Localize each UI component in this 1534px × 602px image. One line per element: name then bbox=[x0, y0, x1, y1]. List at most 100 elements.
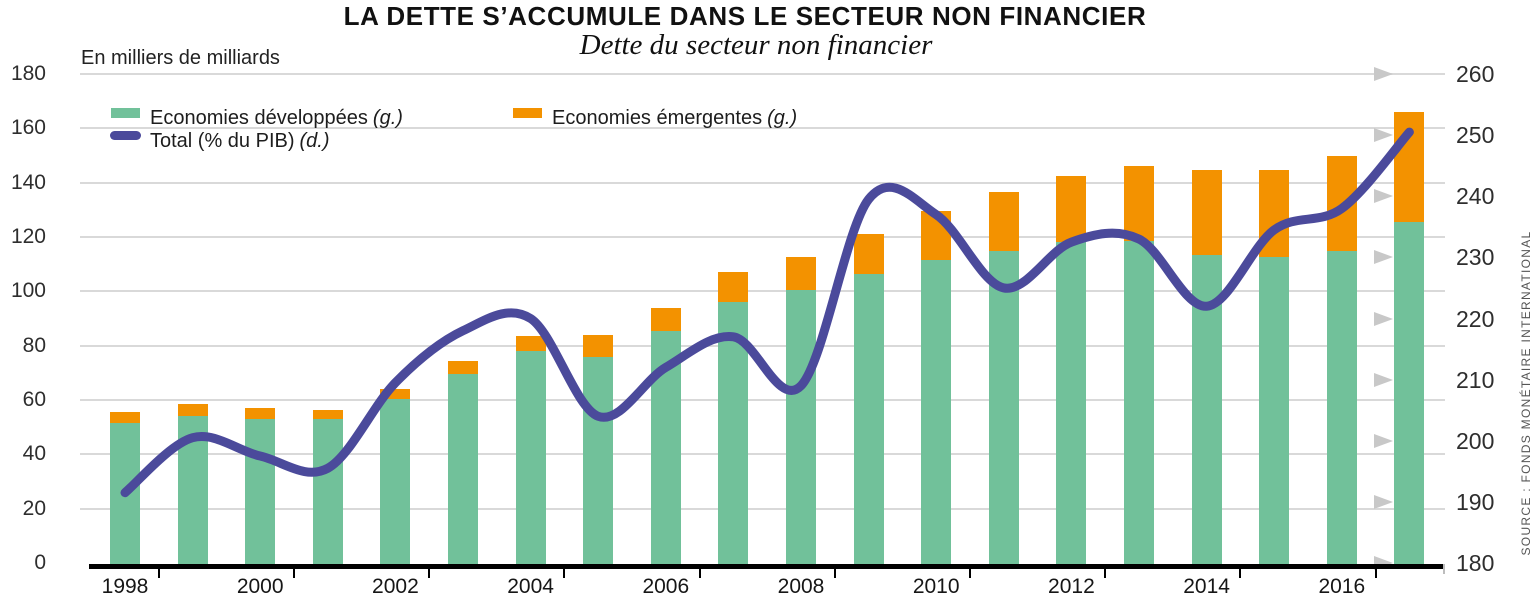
right-axis-tick-220: 220 bbox=[1456, 305, 1495, 332]
gridline-arrow-icon-220 bbox=[1374, 311, 1393, 326]
bar-2009-emerging bbox=[853, 234, 884, 274]
x-axis-line bbox=[89, 564, 1444, 569]
bar-2013-emerging bbox=[1124, 166, 1154, 242]
legend-label-total: Total (% du PIB) bbox=[150, 130, 295, 152]
x-axis-label-2002: 2002 bbox=[372, 575, 419, 598]
gridline-60 bbox=[80, 399, 1445, 401]
x-axis-label-2014: 2014 bbox=[1183, 575, 1230, 598]
x-axis-tick bbox=[428, 569, 431, 578]
bar-2007-emerging bbox=[718, 272, 749, 303]
left-axis-tick-0: 0 bbox=[34, 551, 46, 574]
gridline-140 bbox=[80, 181, 1445, 184]
x-axis-tick bbox=[969, 569, 971, 578]
x-axis-tick bbox=[1239, 569, 1242, 578]
x-axis-tick bbox=[293, 569, 295, 578]
x-axis-end-tick bbox=[1443, 564, 1445, 574]
bar-2001-emerging bbox=[312, 409, 343, 419]
x-axis-label-2000: 2000 bbox=[236, 575, 284, 598]
gridline-40 bbox=[80, 453, 1445, 456]
x-axis-label-2008: 2008 bbox=[777, 575, 825, 598]
bar-2015-emerging bbox=[1259, 170, 1290, 258]
source-note: SOURCE : FONDS MONÉTAIRE INTERNATIONAL bbox=[1519, 230, 1533, 556]
left-axis-tick-20: 20 bbox=[22, 496, 46, 520]
left-axis-tick-100: 100 bbox=[10, 279, 46, 303]
right-axis-tick-240: 240 bbox=[1456, 183, 1495, 210]
total-line-swatch-icon bbox=[110, 131, 141, 140]
right-axis-tick-190: 190 bbox=[1456, 488, 1495, 515]
bar-2003-emerging bbox=[448, 360, 478, 375]
bar-2000-emerging bbox=[245, 408, 276, 419]
left-axis-tick-180: 180 bbox=[10, 62, 46, 85]
bar-2003-developed bbox=[448, 374, 478, 564]
chart-subtitle: Dette du secteur non financier bbox=[579, 29, 933, 61]
chart-title: LA DETTE S’ACCUMULE DANS LE SECTEUR NON … bbox=[343, 1, 1147, 31]
right-axis-tick-250: 250 bbox=[1456, 122, 1495, 149]
bar-2016-developed bbox=[1326, 250, 1357, 564]
x-axis-label-2012: 2012 bbox=[1048, 575, 1095, 598]
bar-2017-developed bbox=[1394, 222, 1425, 564]
right-axis-tick-260: 260 bbox=[1456, 61, 1495, 87]
left-axis-tick-120: 120 bbox=[10, 225, 46, 248]
bar-1998-emerging bbox=[110, 412, 140, 424]
x-axis-label-2010: 2010 bbox=[912, 575, 960, 598]
bar-2004-emerging bbox=[515, 336, 546, 352]
bar-2012-emerging bbox=[1056, 175, 1087, 243]
gridline-80 bbox=[80, 344, 1445, 347]
right-axis-tick-200: 200 bbox=[1456, 427, 1495, 454]
gridline-arrow-icon-260 bbox=[1374, 67, 1393, 81]
right-axis-tick-210: 210 bbox=[1456, 366, 1495, 393]
bar-2004-developed bbox=[515, 351, 546, 564]
bar-2000-developed bbox=[245, 419, 276, 564]
gridline-arrow-icon-190 bbox=[1374, 494, 1393, 509]
gridline-arrow-icon-250 bbox=[1374, 128, 1393, 143]
bar-2005-developed bbox=[583, 356, 614, 564]
gridline-180 bbox=[80, 73, 1445, 75]
x-axis-tick bbox=[1374, 569, 1377, 578]
gridline-arrow-icon-230 bbox=[1374, 250, 1393, 265]
left-axis-tick-40: 40 bbox=[22, 442, 46, 466]
bar-2001-developed bbox=[312, 419, 343, 564]
gridline-120 bbox=[80, 236, 1445, 238]
legend-qualifier-total: (d.) bbox=[299, 130, 330, 152]
x-axis-tick bbox=[833, 569, 836, 578]
gridline-arrow-icon-240 bbox=[1374, 189, 1393, 204]
bar-1999-developed bbox=[177, 416, 208, 564]
gridline-20 bbox=[80, 507, 1445, 510]
bar-2010-developed bbox=[921, 260, 952, 564]
x-axis-label-2004: 2004 bbox=[507, 575, 554, 598]
bar-2008-emerging bbox=[786, 257, 816, 290]
x-axis-tick bbox=[1104, 569, 1107, 578]
bar-2014-developed bbox=[1191, 254, 1222, 564]
bar-2006-emerging bbox=[650, 307, 681, 331]
right-axis-tick-180: 180 bbox=[1456, 550, 1495, 576]
bar-2008-developed bbox=[786, 289, 816, 564]
bar-2016-emerging bbox=[1326, 155, 1357, 251]
gridline-arrow-icon-200 bbox=[1374, 433, 1393, 448]
x-axis-tick bbox=[698, 569, 701, 578]
bar-2014-emerging bbox=[1191, 170, 1222, 255]
bar-1999-emerging bbox=[177, 404, 208, 417]
x-axis-label-2006: 2006 bbox=[642, 575, 690, 598]
bar-2011-developed bbox=[988, 250, 1019, 564]
bar-2005-emerging bbox=[583, 334, 614, 357]
bar-2009-developed bbox=[853, 273, 884, 564]
legend-label-developed: Economies développées bbox=[150, 107, 368, 129]
gridline-100 bbox=[80, 290, 1445, 293]
x-axis-tick bbox=[563, 569, 566, 578]
left-axis-tick-80: 80 bbox=[22, 333, 46, 357]
x-axis-tick bbox=[157, 569, 160, 578]
bar-2011-emerging bbox=[988, 192, 1019, 251]
developed-swatch-icon bbox=[111, 108, 140, 118]
bar-2017-emerging bbox=[1394, 112, 1425, 223]
legend-qualifier-developed: (g.) bbox=[372, 107, 403, 129]
left-axis-unit-note: En milliers de milliards bbox=[81, 47, 280, 69]
legend-qualifier-emerging: (g.) bbox=[767, 107, 798, 129]
x-axis-label-2016: 2016 bbox=[1318, 575, 1366, 598]
right-axis-tick-230: 230 bbox=[1456, 244, 1495, 271]
bar-2010-emerging bbox=[921, 211, 952, 261]
bar-2007-developed bbox=[718, 302, 749, 564]
bar-2002-emerging bbox=[380, 389, 411, 399]
